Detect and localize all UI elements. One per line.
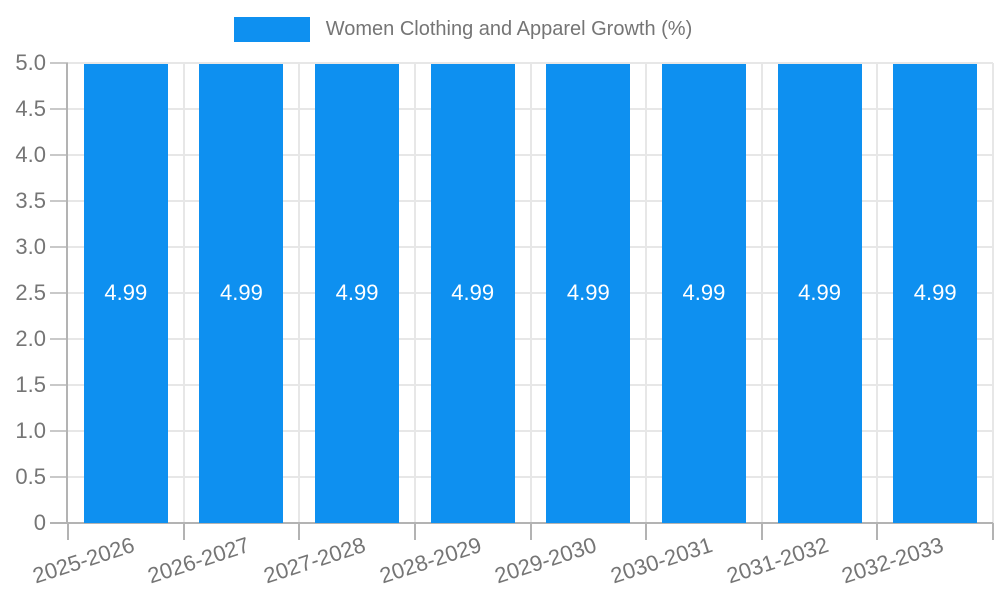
y-axis-tick-label: 2.5 [15, 280, 46, 305]
bar: 4.99 [315, 63, 400, 523]
x-gridline [876, 63, 879, 523]
y-tick-mark [50, 62, 68, 64]
y-tick-mark [50, 108, 68, 110]
x-axis-tick-label: 2026-2027 [145, 532, 253, 589]
y-tick-mark [50, 292, 68, 294]
x-axis-tick-label: 2029-2030 [491, 532, 600, 589]
y-axis-tick-label: 4.0 [15, 142, 46, 167]
x-tick-mark [298, 523, 301, 540]
y-tick-mark [50, 476, 68, 478]
bar-value-label: 4.99 [913, 280, 957, 306]
y-tick-mark [50, 154, 68, 156]
bar-value-label: 4.99 [451, 280, 495, 306]
x-gridline [529, 63, 532, 523]
bar-value-label: 4.99 [335, 280, 379, 306]
bar-value-label: 4.99 [566, 280, 610, 306]
x-axis-tick-label: 2031-2032 [723, 532, 831, 589]
y-tick-mark [50, 338, 68, 340]
x-axis-line [50, 522, 993, 524]
legend-label: Women Clothing and Apparel Growth (%) [325, 18, 693, 40]
x-tick-mark [992, 523, 994, 540]
x-tick-mark [413, 523, 416, 540]
bar-value-label: 4.99 [682, 280, 726, 306]
bar: 4.99 [661, 63, 746, 523]
x-gridline [992, 63, 994, 523]
bar-value-label: 4.99 [798, 280, 841, 306]
bar: 4.99 [199, 63, 284, 523]
y-axis-tick-label: 2.0 [15, 326, 46, 351]
x-gridline [413, 63, 416, 523]
bar: 4.99 [83, 63, 168, 523]
legend-swatch [233, 17, 310, 42]
y-axis-line [66, 63, 68, 523]
x-tick-mark [529, 523, 532, 540]
y-tick-mark [50, 200, 68, 202]
y-axis-tick-label: 3.5 [15, 188, 46, 213]
y-axis-tick-label: 3.0 [15, 234, 46, 259]
y-axis-tick-label: 1.0 [15, 418, 46, 443]
bar-value-label: 4.99 [104, 280, 148, 306]
x-gridline [760, 63, 763, 523]
x-tick-mark [67, 523, 69, 540]
y-tick-mark [50, 384, 68, 386]
x-gridline [298, 63, 301, 523]
bar: 4.99 [430, 63, 515, 523]
y-axis-tick-label: 1.5 [15, 372, 46, 397]
x-tick-mark [876, 523, 879, 540]
y-tick-mark [50, 430, 68, 432]
bar: 4.99 [546, 63, 631, 523]
x-axis-tick-label: 2030-2031 [607, 532, 716, 589]
x-axis-tick-label: 2027-2028 [260, 532, 369, 589]
bar: 4.99 [777, 63, 862, 523]
x-gridline [645, 63, 648, 523]
y-tick-mark [50, 246, 68, 248]
y-axis-tick-label: 5.0 [15, 50, 46, 75]
x-tick-mark [645, 523, 648, 540]
x-tick-mark [760, 523, 763, 540]
legend-item[interactable]: Women Clothing and Apparel Growth (%) [233, 17, 693, 42]
x-axis-tick-label: 2032-2033 [838, 532, 947, 589]
x-axis-tick-label: 2025-2026 [29, 532, 138, 589]
y-axis-tick-label: 0 [33, 510, 46, 535]
y-axis-tick-label: 0.5 [15, 464, 46, 489]
chart-legend: Women Clothing and Apparel Growth (%) [0, 17, 963, 42]
bar: 4.99 [893, 63, 978, 523]
y-axis-tick-label: 4.5 [15, 96, 46, 121]
x-axis-tick-label: 2028-2029 [376, 532, 485, 589]
bar-value-label: 4.99 [220, 280, 263, 306]
x-gridline [182, 63, 185, 523]
x-tick-mark [182, 523, 185, 540]
